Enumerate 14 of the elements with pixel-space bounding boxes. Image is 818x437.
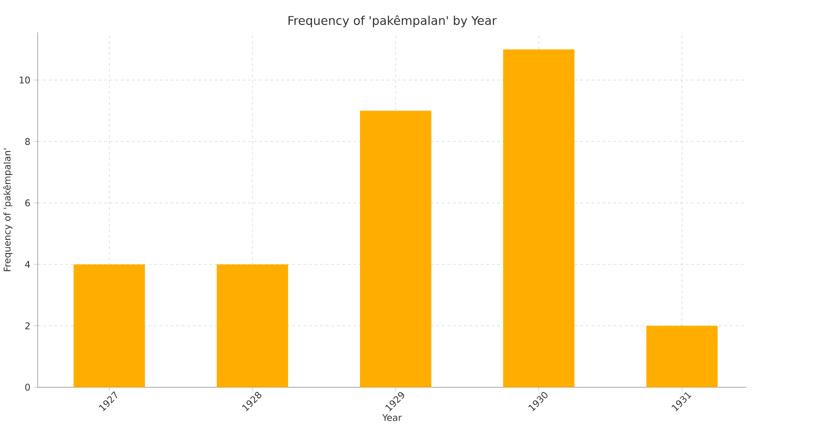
bar bbox=[503, 49, 574, 388]
y-tick-label: 10 bbox=[20, 76, 30, 84]
y-tick-label: 4 bbox=[25, 260, 30, 268]
y-tick-label: 0 bbox=[25, 384, 30, 391]
bar bbox=[216, 264, 288, 388]
bar bbox=[646, 326, 718, 388]
y-tick-label: 8 bbox=[25, 138, 30, 145]
x-axis-title: Year bbox=[382, 414, 402, 421]
bar bbox=[360, 110, 432, 388]
y-tick-label: 2 bbox=[25, 322, 30, 330]
y-axis-title: Frequency of 'pakêmpalan' bbox=[3, 148, 12, 271]
bar bbox=[74, 264, 145, 388]
chart-title: Frequency of 'pakêmpalan' by Year bbox=[288, 15, 497, 28]
y-tick-label: 6 bbox=[25, 199, 30, 206]
